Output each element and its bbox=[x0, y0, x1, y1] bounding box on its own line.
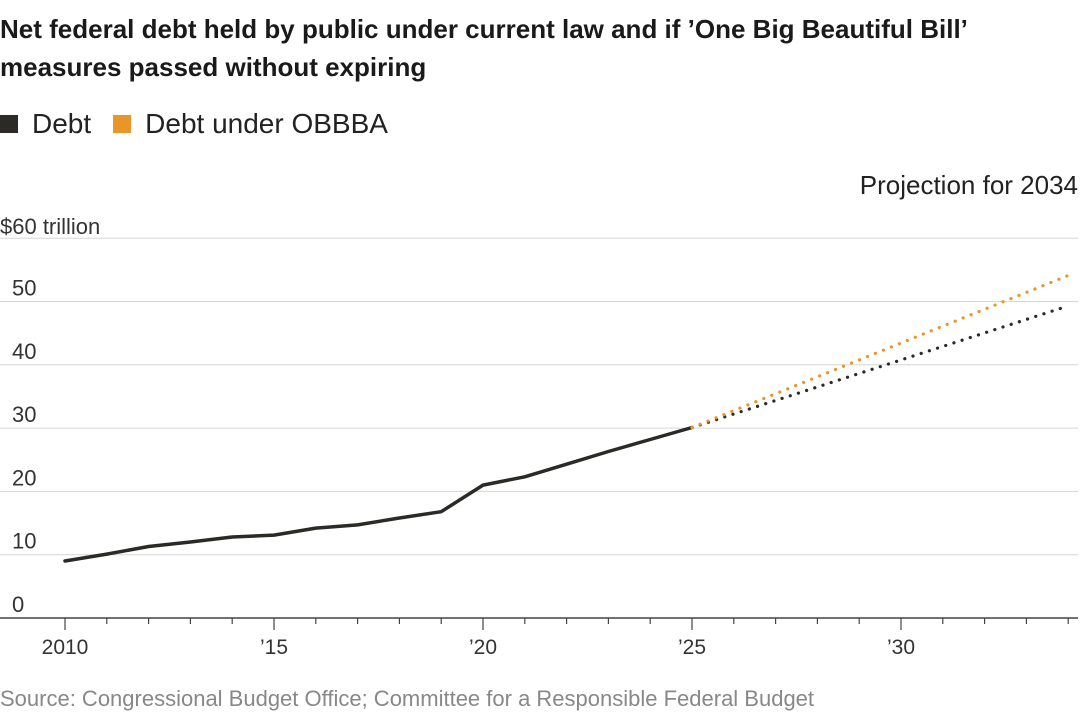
series-line-2-projection bbox=[690, 273, 1070, 430]
chart-title: Net federal debt held by public under cu… bbox=[0, 14, 967, 82]
y-tick-label-20: 20 bbox=[12, 465, 36, 490]
line-chart: 0 10 20 30 40 50 $60 trillion 2010 ’15 ’20 ’25 ’30 bbox=[0, 214, 1078, 659]
legend-label-obbba: Debt under OBBBA bbox=[145, 108, 388, 139]
y-tick-label-10: 10 bbox=[12, 529, 36, 554]
y-tick-label-0: 0 bbox=[12, 592, 24, 617]
legend-swatch-debt bbox=[0, 115, 18, 133]
y-tick-label-40: 40 bbox=[12, 339, 36, 364]
y-tick-label-50: 50 bbox=[12, 276, 36, 301]
x-tick-label-2020: ’20 bbox=[469, 636, 497, 659]
source-note: Source: Congressional Budget Office; Com… bbox=[0, 686, 815, 711]
projection-annotation: Projection for 2034 bbox=[859, 170, 1078, 200]
x-tick-label-2015: ’15 bbox=[260, 636, 288, 659]
legend-item-obbba: Debt under OBBBA bbox=[113, 108, 388, 140]
series-line-0 bbox=[63, 425, 694, 563]
legend-label-debt: Debt bbox=[32, 108, 92, 139]
x-tick-label-2010: 2010 bbox=[42, 636, 89, 659]
legend: Debt Debt under OBBBA bbox=[0, 106, 410, 142]
series-line-1-projection bbox=[690, 304, 1070, 430]
legend-swatch-obbba bbox=[113, 115, 132, 133]
x-tick-label-2025: ’25 bbox=[678, 636, 706, 659]
y-tick-label-60: $60 trillion bbox=[0, 214, 100, 239]
legend-item-debt: Debt bbox=[0, 108, 91, 140]
x-tick-label-2030: ’30 bbox=[887, 636, 915, 659]
y-tick-label-30: 30 bbox=[12, 402, 36, 427]
